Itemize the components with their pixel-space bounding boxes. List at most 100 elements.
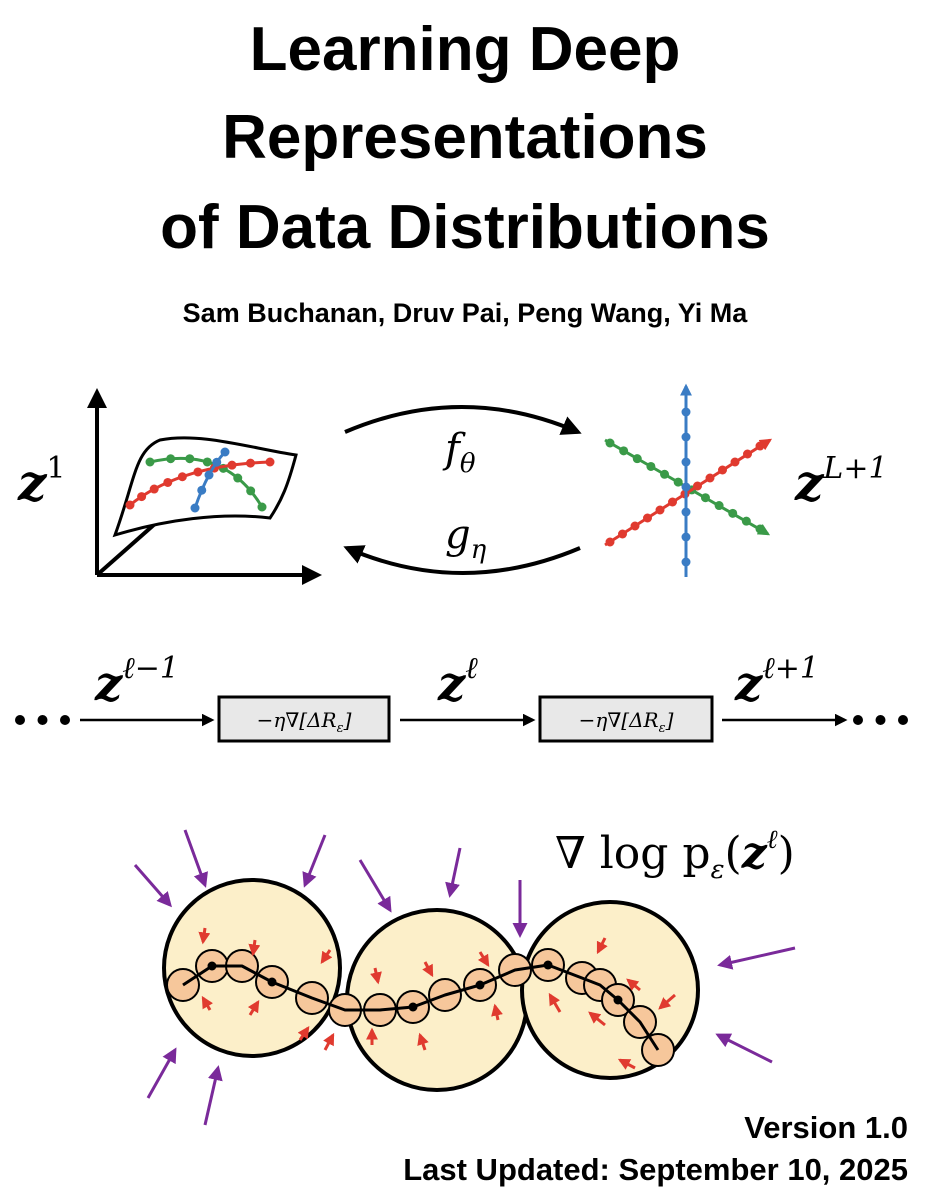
dot: [730, 457, 740, 467]
arrow: [422, 961, 434, 978]
dot: [668, 497, 677, 507]
arrow: [201, 995, 214, 1011]
arrow: [323, 1032, 335, 1051]
subscript: ε: [711, 855, 725, 885]
symbol: z: [734, 656, 764, 712]
output-label: zL+1: [794, 451, 888, 512]
superscript: ℓ+1: [762, 651, 819, 686]
encoder-label: fθ: [442, 426, 476, 479]
symbol: z: [794, 453, 825, 512]
dot: [220, 447, 230, 457]
symbol: g: [445, 512, 471, 558]
ellipsis-dot: [898, 715, 908, 725]
dot: [619, 446, 629, 456]
layer-label: zℓ−1: [94, 651, 179, 712]
dot: [741, 516, 751, 526]
dot: [177, 472, 187, 482]
title: Learning Deep Representations of Data Di…: [160, 15, 770, 262]
dot: [185, 454, 195, 464]
dot: [743, 449, 752, 459]
arrow: [302, 834, 327, 888]
dot: [207, 961, 217, 971]
arrow: [715, 1033, 773, 1064]
dot: [267, 977, 277, 987]
dot: [204, 470, 214, 480]
symbol: z: [437, 656, 467, 712]
title-line: Learning Deep: [250, 15, 681, 84]
dot: [408, 1002, 418, 1012]
superscript: L+1: [822, 451, 887, 486]
arrow: [548, 992, 562, 1013]
subscript: θ: [460, 449, 476, 479]
dot: [681, 507, 691, 517]
operator-box: [538, 695, 714, 743]
ellipsis-dot: [853, 715, 863, 725]
arrow: [596, 937, 608, 955]
symbol: z: [17, 453, 48, 512]
dot: [227, 460, 237, 470]
dot: [137, 492, 147, 502]
operator-label: −η∇[ΔRε]: [579, 708, 674, 736]
dot: [543, 960, 553, 970]
authors: Sam Buchanan, Druv Pai, Peng Wang, Yi Ma: [183, 298, 749, 328]
dot: [618, 529, 627, 539]
operator-text: −η∇[ΔR: [257, 708, 337, 732]
dot: [681, 482, 691, 492]
subscript: η: [471, 535, 487, 565]
manifold: [112, 436, 298, 538]
dot: [613, 995, 623, 1005]
dot: [193, 467, 203, 477]
dot: [646, 461, 656, 471]
dot: [166, 454, 176, 464]
input-label: z1: [17, 451, 66, 512]
dot: [681, 557, 691, 567]
dot: [257, 502, 267, 512]
arrow: [626, 978, 641, 992]
dot: [681, 407, 691, 417]
operator-text: −η∇[ΔR: [579, 708, 659, 732]
layer-label: zℓ: [437, 651, 478, 712]
dot: [655, 505, 665, 515]
dot: [673, 477, 683, 487]
dot: [643, 513, 652, 523]
layer-label: zℓ+1: [734, 651, 819, 712]
dot: [197, 485, 207, 495]
dot: [245, 458, 255, 468]
dot: [681, 532, 691, 542]
superscript: ℓ−1: [122, 651, 179, 686]
dot: [233, 473, 243, 483]
dot: [718, 465, 727, 475]
ellipsis-dot: [60, 715, 70, 725]
subscript: ε: [659, 721, 666, 736]
dot: [190, 503, 200, 513]
dot: [681, 432, 691, 442]
dot: [714, 501, 724, 511]
bracket: ]: [665, 708, 674, 732]
dot: [265, 457, 275, 467]
arrow: [370, 967, 382, 985]
dot: [700, 493, 710, 503]
decoder-label: gη: [445, 512, 487, 565]
operator-label: −η∇[ΔRε]: [257, 708, 352, 736]
ellipsis-dot: [875, 715, 886, 725]
superscript: ℓ: [465, 651, 478, 686]
arrow: [617, 1058, 636, 1070]
dot: [145, 457, 155, 467]
operator-box: [217, 695, 391, 743]
dot: [246, 486, 256, 496]
arrow: [198, 927, 211, 945]
bracket: (: [725, 828, 742, 879]
arrow: [588, 1011, 606, 1027]
score-label: ∇ log pε(zℓ): [555, 825, 795, 885]
dot: [605, 537, 615, 547]
ellipsis-dot: [37, 715, 48, 725]
dot: [755, 441, 765, 451]
score-text: ∇ log p: [555, 828, 711, 879]
dot: [212, 457, 222, 467]
arrow: [445, 847, 462, 898]
symbol: z: [94, 656, 124, 712]
arrow: [658, 993, 676, 1010]
arrow: [203, 1065, 223, 1126]
dot: [475, 980, 485, 990]
manifold-curve: [182, 963, 660, 1051]
